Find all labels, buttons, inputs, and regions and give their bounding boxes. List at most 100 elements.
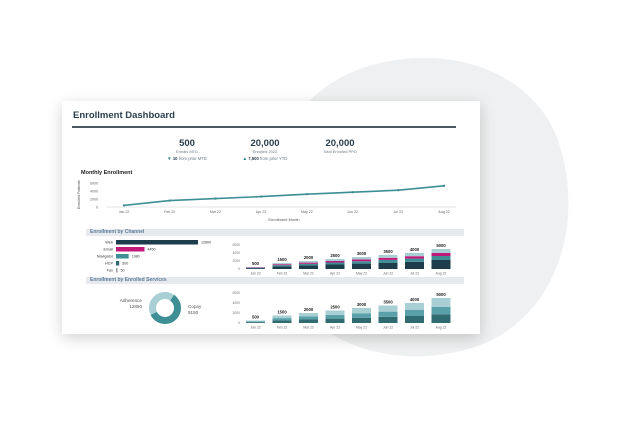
line-point <box>305 193 309 196</box>
stack-segment <box>352 259 371 262</box>
kpi-enrolled-2022-label: Enrolled 2022 <box>252 149 278 154</box>
stack-segment <box>431 298 451 307</box>
kpi-enrolls-mtd-delta: ▼ 10 from prior MTD <box>167 156 207 161</box>
stack-segment <box>246 267 265 268</box>
stack-xtick: Jun 22 <box>383 272 393 276</box>
stack-total-label: 3000 <box>357 302 367 307</box>
section-enrollment-by-services: Enrollment by Enrolled Services <box>86 277 464 284</box>
stack-total-label: 3500 <box>383 249 393 254</box>
stack-total-label: 500 <box>252 261 260 266</box>
stack-segment <box>352 257 371 260</box>
stack-ytick: 6000 <box>232 243 240 247</box>
channel-label: Navigator <box>97 255 114 259</box>
channel-value: 12800 <box>201 241 211 245</box>
stack-segment <box>272 264 292 266</box>
stack-total-label: 4000 <box>410 247 420 252</box>
stack-segment <box>352 317 371 323</box>
channel-stacked-chart: 6000 4000 2000 0 500 Jan 22 1500 Feb 22 2000 Mar … <box>232 243 451 276</box>
kpi-enrolls-mtd-value: 500 <box>179 138 195 149</box>
stack-segment <box>299 263 318 266</box>
donut-left-value: 12850 <box>129 304 142 309</box>
stack-xtick: Jun 22 <box>383 326 393 330</box>
kpi-total-enrolled-value: 20,000 <box>325 138 355 149</box>
channel-bar <box>116 240 198 245</box>
stack-total-label: 1500 <box>277 257 287 262</box>
line-ytick: 4000 <box>90 189 98 193</box>
stack-segment <box>325 314 345 319</box>
stack-segment <box>352 261 371 264</box>
line-series <box>123 185 445 207</box>
channel-bar <box>116 268 118 273</box>
line-xtick: Jan 22 <box>119 210 130 214</box>
line-xtick: Mar 22 <box>210 210 221 214</box>
stack-segment <box>405 316 424 323</box>
page-title: Enrollment Dashboard <box>73 110 175 121</box>
donut-slice <box>149 292 175 315</box>
stack-xtick: Jul 22 <box>410 272 419 276</box>
stack-xtick: Jan 22 <box>250 272 260 276</box>
stack-segment <box>405 256 424 259</box>
stack-segment <box>299 313 318 317</box>
line-ytick: 2000 <box>90 197 98 201</box>
line-point <box>122 204 126 207</box>
stack-segment <box>272 266 292 269</box>
stack-segment <box>325 318 345 323</box>
stack-segment <box>352 263 371 269</box>
stack-segment <box>272 318 292 321</box>
channel-bar <box>116 261 120 266</box>
line-point <box>351 191 354 194</box>
stack-xtick: Feb 22 <box>277 326 288 330</box>
channel-value: 50 <box>121 269 125 273</box>
channel-bar-chart: Web 12800 Email 4450 Navigator 1980 HCP 500 Fax 5… <box>97 240 211 273</box>
stack-segment <box>352 313 371 318</box>
arrow-up-icon: ▲ <box>242 156 248 161</box>
channel-value: 500 <box>122 262 128 266</box>
stack-ytick: 2000 <box>232 311 240 315</box>
stack-xtick: May 22 <box>356 272 367 276</box>
stack-xtick: Jan 22 <box>250 326 260 330</box>
stack-total-label: 2500 <box>330 253 340 258</box>
donut-slice <box>150 294 181 324</box>
stack-segment <box>325 259 345 261</box>
stack-segment <box>299 319 318 323</box>
stack-total-label: 5000 <box>436 243 446 248</box>
title-divider <box>72 126 456 128</box>
line-ylabel: Enrolled Patients <box>77 180 81 209</box>
stack-segment <box>352 308 371 314</box>
stack-segment <box>378 305 398 312</box>
stack-total-label: 2000 <box>304 307 314 312</box>
channel-label: Fax <box>107 269 113 273</box>
kpi-enrolled-2022-value: 20,000 <box>250 138 280 149</box>
line-xtick: Apr 22 <box>256 210 267 214</box>
stack-segment <box>405 261 424 269</box>
stack-xtick: Mar 22 <box>303 272 314 276</box>
stack-total-label: 4000 <box>410 297 420 302</box>
services-stacked-chart: 6000 4000 2000 0 500 Jan 22 1500 Feb 22 2000 Mar … <box>232 291 451 330</box>
stack-ytick: 4000 <box>232 301 240 305</box>
section-enrollment-by-channel: Enrollment by Channel <box>86 229 464 236</box>
services-donut-chart: Adherence 12850 Copay 9150 <box>120 292 202 324</box>
channel-value: 4450 <box>148 248 156 252</box>
line-xtick: Jul 22 <box>393 210 403 214</box>
line-xtick: Aug 22 <box>438 210 449 214</box>
stack-segment <box>378 257 398 260</box>
line-point <box>214 197 217 200</box>
line-xtick: May 22 <box>301 210 313 214</box>
stack-segment <box>378 255 398 258</box>
stack-ytick: 4000 <box>232 251 240 255</box>
stack-segment <box>272 265 292 267</box>
stack-xtick: Aug 22 <box>436 326 447 330</box>
channel-bar <box>116 247 145 252</box>
stack-segment <box>405 310 424 316</box>
stack-ytick: 2000 <box>232 259 240 263</box>
stack-segment <box>272 263 292 265</box>
stack-total-label: 5000 <box>436 292 446 297</box>
stack-segment <box>299 265 318 269</box>
kpi-enrolls-mtd-label: Enrolls MTD <box>175 149 198 154</box>
stack-xtick: Feb 22 <box>277 272 288 276</box>
stack-segment <box>246 321 265 323</box>
stack-xtick: Apr 22 <box>330 326 340 330</box>
stack-ytick: 0 <box>238 267 240 271</box>
stack-segment <box>325 310 345 315</box>
stack-segment <box>378 262 398 269</box>
